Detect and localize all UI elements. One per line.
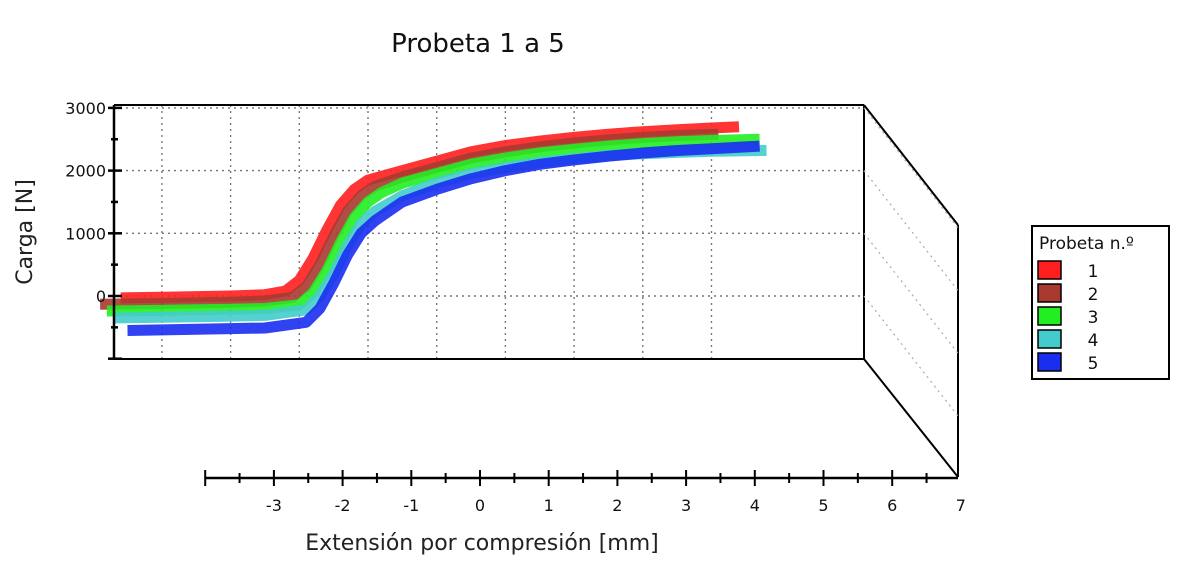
legend-swatch-5 — [1037, 352, 1062, 372]
x-axis: -3 -2 -1 0 1 2 3 4 5 6 7 — [204, 470, 966, 515]
legend-label-4: 4 — [1088, 331, 1099, 351]
y-tick-label: 3000 — [65, 99, 106, 118]
legend-swatch-4 — [1037, 329, 1062, 349]
x-tick-label: 6 — [887, 496, 897, 515]
x-tick-label: 7 — [956, 496, 966, 515]
legend-swatch-2 — [1037, 283, 1062, 303]
series-1-line — [120, 121, 740, 304]
x-tick-label: 4 — [750, 496, 760, 515]
legend-items: 1 2 3 4 5 — [1037, 260, 1099, 374]
chart-title: Probeta 1 a 5 — [391, 29, 565, 59]
series-5-line — [127, 140, 760, 336]
grid-line-side — [863, 107, 959, 229]
legend-label-1: 1 — [1088, 262, 1099, 282]
plot-3d-frame — [863, 104, 959, 478]
x-axis-title: Extensión por compresión [mm] — [305, 531, 659, 556]
y-tick-label: 0 — [96, 287, 106, 306]
grid-line-side — [863, 232, 959, 354]
series-layer — [100, 121, 767, 336]
series-3-line — [106, 133, 760, 317]
y-axis-title: Carga [N] — [13, 179, 38, 285]
legend: Probeta n.º 1 2 3 4 5 — [1031, 225, 1170, 380]
x-tick-label: 3 — [681, 496, 691, 515]
legend-swatch-3 — [1037, 306, 1062, 326]
legend-label-5: 5 — [1088, 354, 1099, 374]
x-tick-label: 0 — [475, 496, 485, 515]
x-tick-label: 2 — [612, 496, 622, 515]
x-tick-label: -1 — [403, 496, 419, 515]
x-tick-label: -2 — [335, 496, 351, 515]
legend-swatch-1 — [1037, 260, 1062, 280]
legend-label-3: 3 — [1088, 308, 1099, 328]
x-tick-label: -3 — [266, 496, 282, 515]
grid-line-side — [863, 170, 959, 291]
grid-line-side — [863, 295, 959, 417]
legend-title: Probeta n.º — [1039, 234, 1134, 254]
y-tick-label: 1000 — [65, 224, 106, 243]
legend-label-2: 2 — [1088, 285, 1099, 305]
axes — [108, 104, 864, 360]
x-tick-label: 5 — [818, 496, 828, 515]
y-tick-label: 2000 — [65, 162, 106, 181]
x-tick-label: 1 — [544, 496, 554, 515]
y-tick-labels: 3000 2000 1000 0 — [65, 99, 106, 306]
series-2-line — [100, 128, 719, 310]
